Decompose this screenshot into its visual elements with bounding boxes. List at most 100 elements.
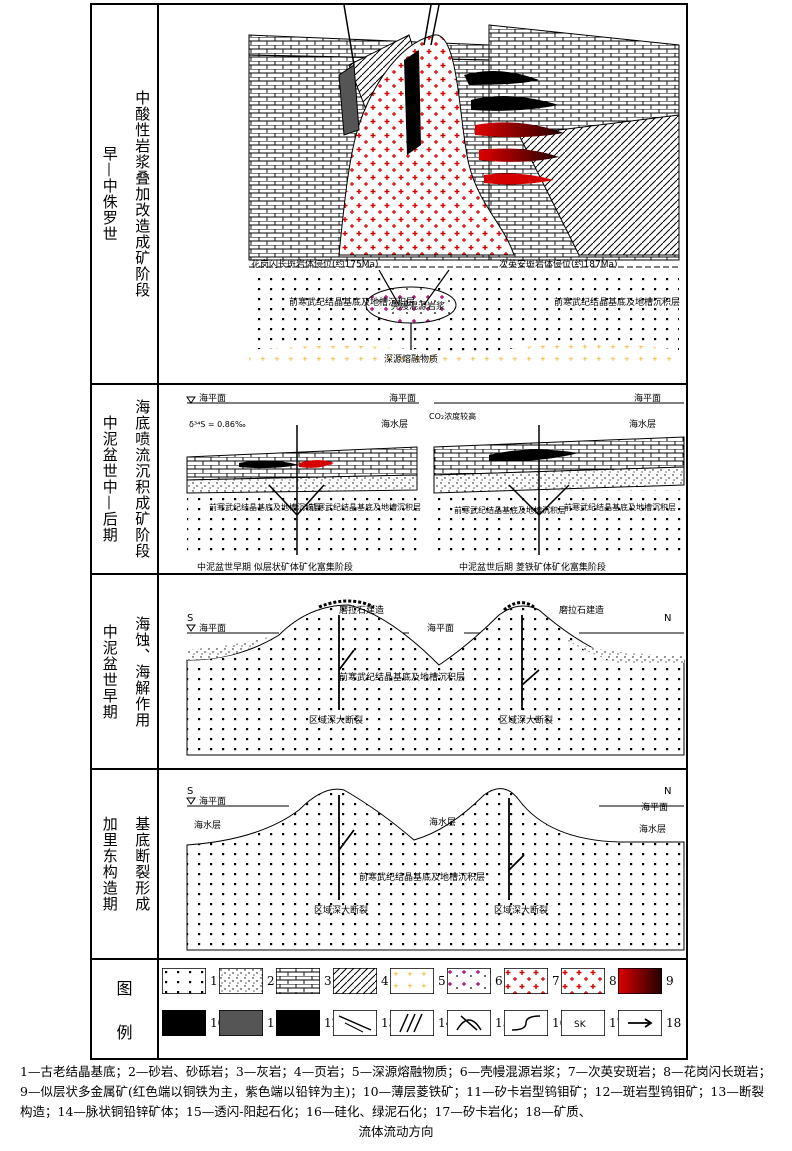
north-label: N bbox=[664, 786, 671, 797]
section-devonian-late: 海平面 海平面 海平面 δ³⁴S = 0.86‰ CO₂浓度较高 海水层 海水层 bbox=[159, 385, 686, 573]
era-label: 中泥盆世中—后期 bbox=[100, 415, 119, 543]
basement-left-label: 前寒武纪结晶基底及地槽沉积层 bbox=[289, 296, 415, 308]
legend-swatch bbox=[219, 968, 263, 994]
legend-item-3: 3 bbox=[276, 968, 332, 994]
molasse-label: 磨拉石建造 bbox=[339, 604, 384, 616]
legend-item-8: 8 bbox=[561, 968, 617, 994]
row-jurassic: 早—中侏罗世 中酸性岩浆叠加改造成矿阶段 bbox=[92, 4, 686, 385]
legend-swatch bbox=[618, 1010, 662, 1036]
basement-c-label: 前寒武纪结晶基底及地槽沉积层 bbox=[454, 505, 566, 515]
svg-text:SK: SK bbox=[574, 1020, 587, 1030]
stage-late-label: 中泥盆世后期 菱铁矿体矿化富集阶段 bbox=[459, 561, 606, 573]
isotope-label: δ³⁴S = 0.86‰ bbox=[189, 420, 246, 429]
legend-swatch: SK bbox=[561, 1010, 605, 1036]
legend-item-label: 3 bbox=[324, 974, 332, 988]
seawater-label: 海水层 bbox=[194, 819, 221, 831]
legend-swatch bbox=[447, 1010, 491, 1036]
basement-b-label: 前寒武纪结晶基底及地槽沉积层 bbox=[309, 502, 421, 512]
legend-swatch bbox=[162, 968, 206, 994]
legend-item-label: 7 bbox=[552, 974, 560, 988]
legend-swatch bbox=[276, 968, 320, 994]
legend-item-15: 15 bbox=[447, 1010, 510, 1036]
svg-text:海平面: 海平面 bbox=[427, 622, 454, 634]
fault-label: 区域深大断裂 bbox=[314, 904, 368, 916]
legend-swatch bbox=[447, 968, 491, 994]
legend-title-b: 例 bbox=[116, 1023, 133, 1042]
row-caledonian: 加里东构造期 基底断裂形成 S N 海平面 海平面 海水层 海水层 海水层 前寒… bbox=[92, 770, 686, 960]
legend-item-5: 5 bbox=[390, 968, 446, 994]
legend-swatch bbox=[333, 1010, 377, 1036]
sea-level-label: 海平面 bbox=[199, 622, 226, 634]
stage-label: 海蚀、海解作用 bbox=[133, 615, 152, 728]
stage-label: 基底断裂形成 bbox=[133, 816, 152, 912]
legend-item-label: 18 bbox=[666, 1016, 682, 1030]
legend-item-9: 9 bbox=[618, 968, 674, 994]
legend-item-label: 2 bbox=[267, 974, 275, 988]
stage-label: 海底喷流沉积成矿阶段 bbox=[133, 399, 152, 559]
basement-d-label: 前寒武纪结晶基底及地槽沉积层 bbox=[564, 502, 676, 512]
svg-text:海水层: 海水层 bbox=[429, 816, 456, 828]
south-label: S bbox=[187, 613, 193, 624]
legend-item-label: 1 bbox=[210, 974, 218, 988]
legend-item-11: 11 bbox=[219, 1010, 282, 1036]
legend: 图 例 1 2 3 4 5 6 7 8 9 10 11 12 13 14 15 16 SK 17 18 bbox=[92, 960, 686, 1058]
legend-item-17: SK 17 bbox=[561, 1010, 624, 1036]
stage-early-label: 中泥盆世早期 似层状矿体矿化富集阶段 bbox=[197, 561, 353, 573]
deep-source-label: 深源熔融物质 bbox=[384, 353, 438, 365]
svg-text:海水层: 海水层 bbox=[629, 418, 656, 430]
legend-swatch bbox=[504, 1010, 548, 1036]
svg-text:海平面: 海平面 bbox=[641, 801, 668, 813]
legend-swatch bbox=[219, 1010, 263, 1036]
row-devonian-late: 中泥盆世中—后期 海底喷流沉积成矿阶段 海平面 海平面 海平面 δ³⁴S = 0… bbox=[92, 385, 686, 575]
legend-item-2: 2 bbox=[219, 968, 275, 994]
legend-item-7: 7 bbox=[504, 968, 560, 994]
legend-swatch bbox=[504, 968, 548, 994]
magma-chamber-label: 壳幔混源岩浆 bbox=[391, 300, 445, 312]
fault-label: 区域深大断裂 bbox=[309, 714, 363, 726]
legend-item-14: 14 bbox=[390, 1010, 453, 1036]
seawater-label: 海水层 bbox=[381, 418, 408, 430]
legend-swatch bbox=[276, 1010, 320, 1036]
sea-level-label: 海平面 bbox=[199, 392, 226, 404]
co2-label: CO₂浓度较高 bbox=[429, 411, 476, 421]
legend-swatch bbox=[390, 968, 434, 994]
era-label: 早—中侏罗世 bbox=[100, 146, 119, 242]
row-devonian-early: 中泥盆世早期 海蚀、海解作用 S N 海平面 海平面 磨拉石建造 磨拉石建造 前… bbox=[92, 575, 686, 770]
legend-item-label: 9 bbox=[666, 974, 674, 988]
legend-item-label: 8 bbox=[609, 974, 617, 988]
legend-title-a: 图 bbox=[116, 979, 133, 998]
era-label: 加里东构造期 bbox=[100, 816, 119, 912]
legend-item-13: 13 bbox=[333, 1010, 396, 1036]
diagram-frame: 早—中侏罗世 中酸性岩浆叠加改造成矿阶段 bbox=[90, 3, 688, 1060]
legend-item-12: 12 bbox=[276, 1010, 339, 1036]
legend-swatch bbox=[333, 968, 377, 994]
legend-item-4: 4 bbox=[333, 968, 389, 994]
svg-text:海水层: 海水层 bbox=[639, 823, 666, 835]
legend-item-label: 5 bbox=[438, 974, 446, 988]
legend-item-label: 6 bbox=[495, 974, 503, 988]
legend-item-16: 16 bbox=[504, 1010, 567, 1036]
legend-swatch bbox=[561, 968, 605, 994]
legend-item-6: 6 bbox=[447, 968, 503, 994]
era-label: 中泥盆世早期 bbox=[100, 623, 119, 720]
svg-text:海平面: 海平面 bbox=[634, 392, 661, 404]
intrusion-right-label: 次英安斑岩体侵位(约187Ma) bbox=[499, 258, 617, 270]
svg-text:区域深大断裂: 区域深大断裂 bbox=[494, 904, 548, 916]
intrusion-left-label: 花岗闪长斑岩体侵位(约175Ma) bbox=[251, 258, 378, 270]
svg-text:磨拉石建造: 磨拉石建造 bbox=[559, 604, 604, 616]
south-label: S bbox=[187, 786, 193, 797]
basement-right-label: 前寒武纪结晶基底及地槽沉积层 bbox=[554, 296, 680, 308]
section-jurassic: 花岗闪长斑岩体侵位(约175Ma) 次英安斑岩体侵位(约187Ma) 前寒武纪结… bbox=[159, 4, 686, 383]
basement-label: 前寒武纪结晶基底及地槽沉积层 bbox=[359, 871, 485, 883]
section-caledonian: S N 海平面 海平面 海水层 海水层 海水层 前寒武纪结晶基底及地槽沉积层 区… bbox=[159, 770, 686, 958]
legend-item-label: 4 bbox=[381, 974, 389, 988]
basement-label: 前寒武纪结晶基底及地槽沉积层 bbox=[339, 671, 465, 683]
legend-item-10: 10 bbox=[162, 1010, 225, 1036]
caption-line-2: 流体流动方向 bbox=[358, 1124, 434, 1139]
figure-caption: 1—古老结晶基底；2—砂岩、砂砾岩；3—灰岩；4—页岩；5—深源熔融物质；6—壳… bbox=[20, 1062, 772, 1142]
basement-a-label: 前寒武纪结晶基底及地槽沉积层 bbox=[209, 502, 321, 512]
sea-level-label: 海平面 bbox=[199, 795, 226, 807]
section-devonian-early: S N 海平面 海平面 磨拉石建造 磨拉石建造 前寒武纪结晶基底及地槽沉积层 区… bbox=[159, 575, 686, 768]
stage-label: 中酸性岩浆叠加改造成矿阶段 bbox=[133, 90, 152, 298]
legend-item-1: 1 bbox=[162, 968, 218, 994]
